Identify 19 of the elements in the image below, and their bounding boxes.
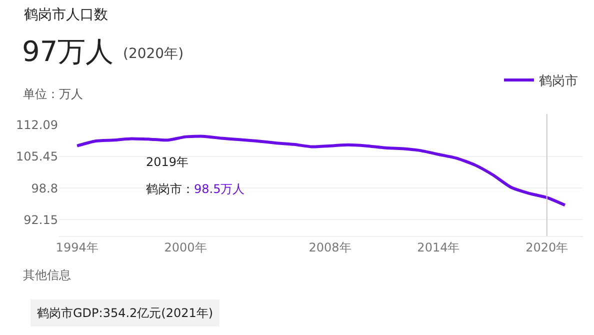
- annotation: 2019年: [146, 155, 189, 169]
- text: 鹤岗市GDP:354.2亿元(2021年): [37, 306, 214, 320]
- x-tick-label: 1994年: [56, 240, 98, 254]
- x-tick-label: 2014年: [417, 240, 460, 254]
- annotation: 鹤岗市：98.5万人: [146, 182, 245, 196]
- y-tick-label: 112.09: [16, 118, 58, 132]
- chart-subtitle: 97万人: [22, 35, 114, 68]
- text: 其他信息: [23, 268, 71, 282]
- x-tick-label: 2008年: [308, 240, 352, 254]
- x-tick-label: 2000年: [164, 240, 207, 254]
- legend-label: 鹤岗市: [539, 74, 578, 90]
- y-tick-label: 105.45: [16, 150, 58, 164]
- text: (2020年): [123, 46, 184, 62]
- line-series: [76, 134, 566, 207]
- text: 单位：万人: [23, 87, 83, 101]
- chart-title: 鹤岗市人口数: [24, 7, 108, 23]
- y-tick-label: 98.8: [31, 181, 58, 196]
- x-tick-label: 2020年: [526, 240, 568, 254]
- y-tick-label: 92.15: [24, 212, 58, 227]
